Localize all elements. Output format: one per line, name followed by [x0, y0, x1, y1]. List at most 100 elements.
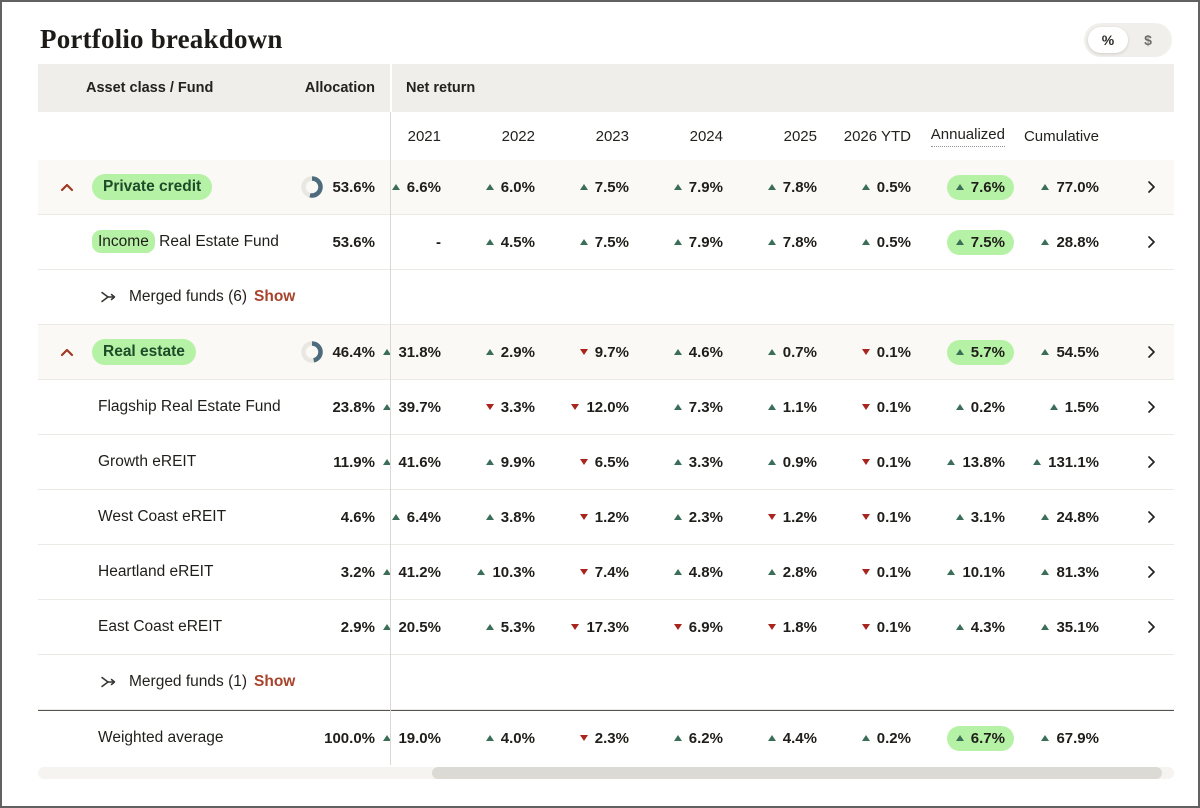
table-row-heartland-ereit: Heartland eREIT 3.2% 41.2% 10.3% 7.4% 4.8% 2.8…: [38, 545, 1174, 600]
return-cell-2023: 9.7%: [535, 325, 629, 379]
table-row-income-real-estate-fund: Income Real Estate Fund 53.6% - 4.5% 7.5% 7.9…: [38, 215, 1174, 270]
return-cell-2022: 6.0%: [441, 160, 535, 214]
return-value: 1.8%: [782, 618, 817, 636]
up-triangle-icon: [1041, 239, 1050, 245]
row-detail-chevron[interactable]: [1099, 545, 1174, 599]
header-right-block: Net return: [392, 64, 1174, 112]
column-header-annualized[interactable]: Annualized: [911, 112, 1005, 160]
return-cell-2021: 41.6%: [383, 435, 441, 489]
percent-toggle-option[interactable]: %: [1088, 26, 1128, 53]
row-end-spacer: [1099, 655, 1174, 709]
return-value: 77.0%: [1056, 178, 1099, 196]
up-triangle-icon: [1041, 569, 1050, 575]
row-detail-chevron[interactable]: [1099, 435, 1174, 489]
collapse-chevron-button[interactable]: [56, 348, 78, 357]
return-value: 7.9%: [688, 178, 723, 196]
row-name-cell: Flagship Real Estate Fund 23.8%: [38, 380, 390, 434]
return-cell-2024: 6.9%: [629, 600, 723, 654]
scrollbar-thumb[interactable]: [432, 767, 1162, 779]
return-value: 67.9%: [1056, 729, 1099, 747]
return-value: -: [436, 233, 441, 251]
up-triangle-icon: [767, 349, 776, 355]
up-triangle-icon: [955, 349, 964, 355]
down-triangle-icon: [579, 514, 588, 520]
return-cell-2026-ytd: [817, 655, 911, 709]
show-merged-funds-link[interactable]: Show: [254, 673, 296, 690]
row-detail-chevron[interactable]: [1099, 600, 1174, 654]
return-value: 1.5%: [1064, 398, 1099, 416]
return-value: 7.3%: [688, 398, 723, 416]
row-detail-chevron[interactable]: [1099, 325, 1174, 379]
up-triangle-icon: [947, 459, 956, 465]
return-value: 31.8%: [398, 343, 441, 361]
return-cell-2022: 3.8%: [441, 490, 535, 544]
row-detail-chevron[interactable]: [1099, 160, 1174, 214]
show-merged-funds-link[interactable]: Show: [254, 288, 296, 305]
return-cell-cumulative: [1005, 655, 1099, 709]
up-triangle-icon: [485, 349, 494, 355]
row-detail-chevron[interactable]: [1099, 380, 1174, 434]
column-header-label: 2021: [407, 127, 441, 145]
return-cell-cumulative: [1005, 270, 1099, 324]
allocation-value: 2.9%: [340, 618, 375, 636]
down-triangle-icon: [767, 514, 776, 520]
return-cell-annualized: [911, 270, 1005, 324]
return-value: 7.5%: [594, 178, 629, 196]
allocation-value: 11.9%: [333, 453, 375, 471]
column-divider: [390, 112, 391, 765]
return-cell-2023: 7.5%: [535, 215, 629, 269]
return-cell-2024: 4.8%: [629, 545, 723, 599]
dollar-toggle-option[interactable]: $: [1144, 31, 1152, 48]
up-triangle-icon: [673, 184, 682, 190]
up-triangle-icon: [485, 184, 494, 190]
row-name-cell: Heartland eREIT 3.2%: [38, 545, 390, 599]
return-cell-cumulative: 54.5%: [1005, 325, 1099, 379]
up-triangle-icon: [955, 514, 964, 520]
return-value: 0.1%: [876, 618, 911, 636]
return-cell-2021: 39.7%: [383, 380, 441, 434]
up-triangle-icon: [1049, 404, 1058, 410]
up-triangle-icon: [767, 404, 776, 410]
return-cell-2025: 1.1%: [723, 380, 817, 434]
return-cell-2025: [723, 270, 817, 324]
allocation-value: 4.6%: [340, 508, 375, 526]
column-header-2023: 2023: [535, 112, 629, 160]
allocation-value: 23.8%: [332, 398, 375, 416]
highlighted-return-pill: 7.6%: [946, 174, 1014, 200]
up-triangle-icon: [485, 514, 494, 520]
return-value: 7.8%: [782, 178, 817, 196]
return-cell-2022: [441, 655, 535, 709]
column-header-label: 2023: [595, 127, 629, 145]
collapse-chevron-button[interactable]: [56, 183, 78, 192]
unit-toggle[interactable]: % $: [1084, 22, 1172, 57]
allocation-header: Allocation: [304, 80, 375, 96]
up-triangle-icon: [383, 735, 392, 741]
up-triangle-icon: [485, 459, 494, 465]
chevron-right-icon: [1148, 181, 1155, 193]
return-cell-2022: 4.0%: [441, 711, 535, 765]
up-triangle-icon: [673, 404, 682, 410]
up-triangle-icon: [1041, 514, 1050, 520]
column-header-2024: 2024: [629, 112, 723, 160]
table-row-east-coast-ereit: East Coast eREIT 2.9% 20.5% 5.3% 17.3% 6.9% 1.…: [38, 600, 1174, 655]
page-title: Portfolio breakdown: [40, 24, 283, 54]
return-cell-2025: 7.8%: [723, 215, 817, 269]
up-triangle-icon: [391, 514, 400, 520]
asset-class-header: Asset class / Fund: [86, 80, 214, 96]
column-header-cumulative: Cumulative: [1005, 112, 1099, 160]
merge-icon: [100, 289, 117, 305]
return-cell-2024: 7.9%: [629, 160, 723, 214]
return-cell-cumulative: 77.0%: [1005, 160, 1099, 214]
return-cell-annualized: 5.7%: [911, 325, 1014, 379]
horizontal-scrollbar[interactable]: [38, 767, 1174, 779]
row-detail-chevron[interactable]: [1099, 490, 1174, 544]
up-triangle-icon: [955, 184, 964, 190]
return-cell-annualized: 7.5%: [911, 215, 1014, 269]
chevron-right-icon: [1148, 511, 1155, 523]
up-triangle-icon: [383, 459, 392, 465]
down-triangle-icon: [579, 735, 588, 741]
return-value: 4.6%: [688, 343, 723, 361]
row-detail-chevron[interactable]: [1099, 215, 1174, 269]
up-triangle-icon: [391, 184, 400, 190]
